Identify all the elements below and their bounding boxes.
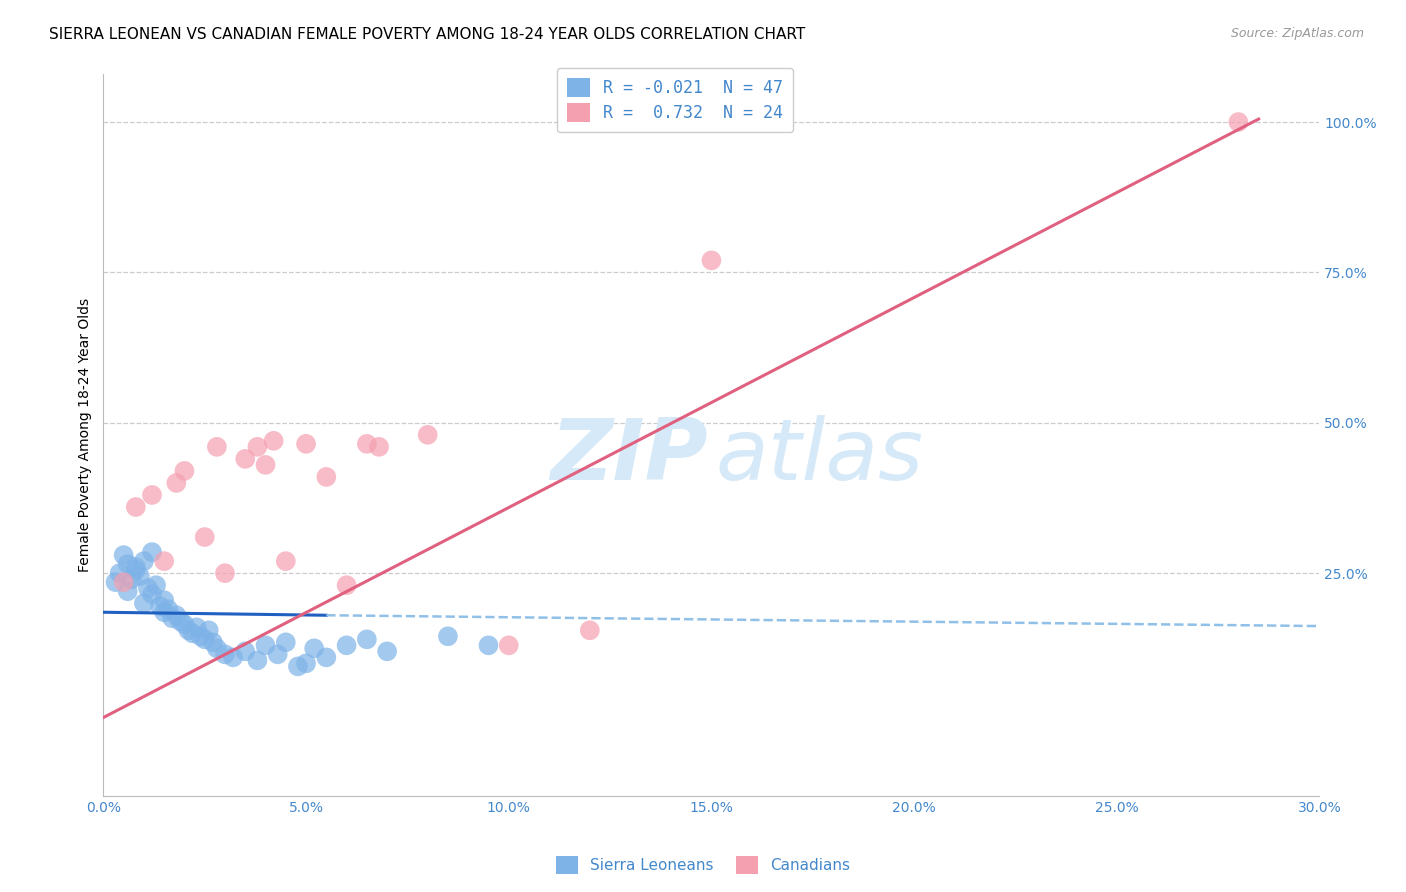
Point: [205, 641, 228, 656]
Point: [315, 650, 337, 665]
Point: [274, 635, 297, 649]
Point: [246, 440, 269, 454]
Point: [186, 620, 208, 634]
Point: [141, 488, 163, 502]
Point: [145, 578, 167, 592]
Point: [125, 563, 148, 577]
Point: [128, 569, 150, 583]
Point: [274, 554, 297, 568]
Point: [141, 587, 163, 601]
Point: [121, 572, 143, 586]
Point: [153, 605, 176, 619]
Point: [169, 614, 191, 628]
Point: [336, 638, 359, 652]
Point: [136, 581, 159, 595]
Point: [104, 575, 127, 590]
Point: [194, 530, 217, 544]
Point: [181, 626, 204, 640]
Text: ZIP: ZIP: [550, 415, 707, 498]
Point: [173, 464, 195, 478]
Point: [141, 545, 163, 559]
Point: [233, 644, 256, 658]
Point: [162, 611, 184, 625]
Point: [222, 650, 245, 665]
Text: Source: ZipAtlas.com: Source: ZipAtlas.com: [1230, 27, 1364, 40]
Point: [194, 632, 217, 647]
Point: [263, 434, 285, 448]
Point: [416, 427, 439, 442]
Point: [1227, 115, 1250, 129]
Point: [112, 548, 135, 562]
Point: [477, 638, 499, 652]
Point: [578, 624, 600, 638]
Point: [132, 596, 155, 610]
Point: [368, 440, 391, 454]
Point: [117, 557, 139, 571]
Point: [165, 475, 187, 490]
Point: [700, 253, 723, 268]
Point: [190, 629, 212, 643]
Legend: R = -0.021  N = 47, R =  0.732  N = 24: R = -0.021 N = 47, R = 0.732 N = 24: [557, 68, 793, 132]
Point: [125, 500, 148, 514]
Point: [153, 593, 176, 607]
Point: [437, 629, 460, 643]
Point: [295, 657, 318, 671]
Point: [165, 608, 187, 623]
Point: [302, 641, 325, 656]
Point: [266, 648, 288, 662]
Point: [254, 638, 277, 652]
Text: SIERRA LEONEAN VS CANADIAN FEMALE POVERTY AMONG 18-24 YEAR OLDS CORRELATION CHAR: SIERRA LEONEAN VS CANADIAN FEMALE POVERT…: [49, 27, 806, 42]
Point: [117, 584, 139, 599]
Point: [197, 624, 219, 638]
Y-axis label: Female Poverty Among 18-24 Year Olds: Female Poverty Among 18-24 Year Olds: [79, 298, 93, 572]
Point: [108, 566, 131, 581]
Point: [153, 554, 176, 568]
Point: [205, 440, 228, 454]
Point: [157, 602, 180, 616]
Point: [254, 458, 277, 472]
Point: [214, 566, 236, 581]
Point: [356, 632, 378, 647]
Text: atlas: atlas: [716, 415, 924, 498]
Point: [201, 635, 224, 649]
Point: [233, 451, 256, 466]
Point: [287, 659, 309, 673]
Point: [173, 617, 195, 632]
Point: [246, 653, 269, 667]
Point: [315, 470, 337, 484]
Point: [112, 575, 135, 590]
Legend: Sierra Leoneans, Canadians: Sierra Leoneans, Canadians: [550, 850, 856, 880]
Point: [177, 624, 200, 638]
Point: [375, 644, 398, 658]
Point: [132, 554, 155, 568]
Point: [356, 437, 378, 451]
Point: [336, 578, 359, 592]
Point: [214, 648, 236, 662]
Point: [125, 560, 148, 574]
Point: [498, 638, 520, 652]
Point: [295, 437, 318, 451]
Point: [149, 599, 172, 614]
